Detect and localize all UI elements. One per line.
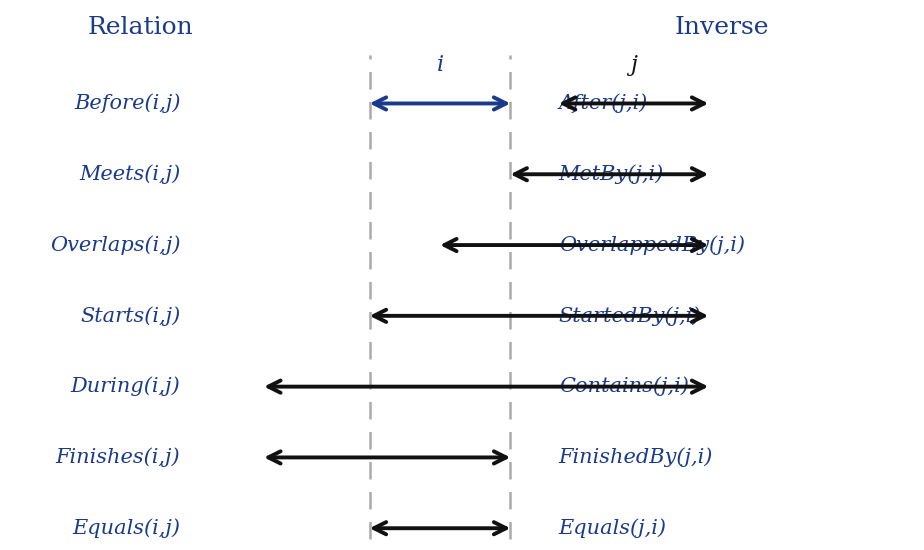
Text: During(i,j): During(i,j) — [70, 377, 180, 397]
Text: i: i — [436, 54, 444, 76]
Text: Relation: Relation — [88, 16, 194, 39]
Text: Before(i,j): Before(i,j) — [74, 94, 180, 113]
Text: Inverse: Inverse — [675, 16, 769, 39]
Text: Contains(j,i): Contains(j,i) — [559, 377, 688, 397]
Text: Meets(i,j): Meets(i,j) — [79, 164, 180, 184]
Text: Equals(j,i): Equals(j,i) — [559, 519, 667, 538]
Text: FinishedBy(j,i): FinishedBy(j,i) — [559, 448, 713, 468]
Text: StartedBy(j,i): StartedBy(j,i) — [559, 306, 701, 326]
Text: j: j — [630, 54, 637, 76]
Text: MetBy(j,i): MetBy(j,i) — [559, 164, 664, 184]
Text: Overlaps(i,j): Overlaps(i,j) — [50, 235, 180, 255]
Text: Finishes(i,j): Finishes(i,j) — [55, 448, 180, 468]
Text: OverlappedBy(j,i): OverlappedBy(j,i) — [559, 235, 745, 255]
Text: Starts(i,j): Starts(i,j) — [80, 306, 180, 326]
Text: After(j,i): After(j,i) — [559, 94, 648, 113]
Text: Equals(i,j): Equals(i,j) — [72, 519, 180, 538]
